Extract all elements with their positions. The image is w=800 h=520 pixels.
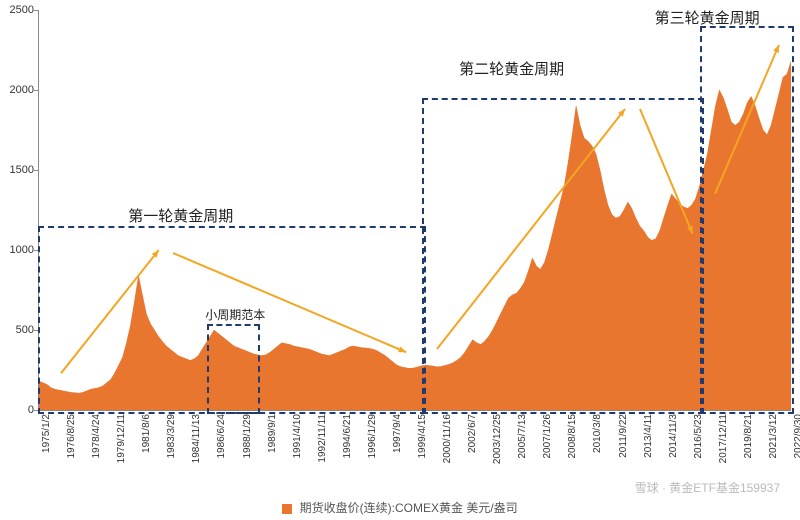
- x-tick-label: 1983/3/29: [166, 414, 177, 459]
- x-tick-label: 1986/6/24: [216, 414, 227, 459]
- y-tick-label: 500: [16, 324, 34, 336]
- y-tick-mark: [34, 90, 38, 91]
- gold-price-chart: 第一轮黄金周期 第二轮黄金周期 第三轮黄金周期小周期范本 期货收盘价(连续):COM…: [0, 0, 800, 520]
- x-tick-label: 1981/8/6: [141, 414, 152, 453]
- x-tick-label: 1999/4/15: [417, 414, 428, 459]
- x-tick-label: 1984/11/13: [191, 414, 202, 463]
- y-tick-label: 1000: [10, 244, 34, 256]
- legend: 期货收盘价(连续):COMEX黄金 美元/盎司: [0, 499, 800, 516]
- x-tick-label: 2005/7/13: [517, 414, 528, 459]
- x-tick-label: 2000/11/16: [442, 414, 453, 463]
- x-tick-label: 2016/5/23: [693, 414, 704, 459]
- x-tick-label: 2013/4/11: [643, 414, 654, 458]
- x-tick-label: 1975/1/2: [41, 414, 52, 453]
- x-tick-label: 2022/9/30: [793, 414, 800, 459]
- y-tick-mark: [34, 10, 38, 11]
- x-tick-label: 1996/1/29: [367, 414, 378, 459]
- x-tick-label: 2010/3/8: [592, 414, 603, 453]
- x-tick-label: 1976/8/25: [66, 414, 77, 459]
- area-series: [39, 61, 791, 410]
- x-tick-label: 2021/3/12: [768, 414, 779, 459]
- y-tick-mark: [34, 410, 38, 411]
- y-tick-mark: [34, 330, 38, 331]
- x-tick-label: 2003/12/25: [492, 414, 503, 464]
- y-tick-label: 2500: [10, 4, 34, 16]
- x-tick-label: 2011/9/22: [618, 414, 629, 458]
- x-tick-label: 1991/4/10: [292, 414, 303, 459]
- x-tick-label: 2014/11/3: [668, 414, 679, 458]
- x-tick-label: 1989/9/1: [267, 414, 278, 453]
- x-tick-label: 1979/12/11: [116, 414, 127, 463]
- y-tick-mark: [34, 170, 38, 171]
- x-tick-label: 2019/8/21: [743, 414, 754, 459]
- x-tick-label: 2008/8/15: [567, 414, 578, 459]
- x-tick-label: 1978/4/24: [91, 414, 102, 459]
- y-tick-mark: [34, 250, 38, 251]
- cycle-label: 第三轮黄金周期: [655, 7, 760, 28]
- x-tick-label: 2002/6/7: [467, 414, 478, 453]
- legend-label: 期货收盘价(连续):COMEX黄金 美元/盎司: [300, 501, 518, 515]
- y-tick-label: 2000: [10, 84, 34, 96]
- watermark: 雪球 · 黄金ETF基金159937: [635, 479, 780, 496]
- x-tick-label: 1988/1/29: [242, 414, 253, 459]
- legend-swatch: [282, 504, 292, 514]
- x-tick-label: 2017/12/11: [718, 414, 729, 463]
- x-tick-label: 1994/6/21: [342, 414, 353, 459]
- x-tick-label: 1997/9/4: [392, 414, 403, 453]
- x-tick-label: 1992/11/11: [317, 414, 328, 463]
- y-tick-label: 1500: [10, 164, 34, 176]
- cycle-label: 第一轮黄金周期: [128, 205, 233, 226]
- small-cycle-label: 小周期范本: [205, 306, 265, 323]
- x-tick-label: 2007/1/26: [542, 414, 553, 459]
- cycle-label: 第二轮黄金周期: [459, 58, 564, 79]
